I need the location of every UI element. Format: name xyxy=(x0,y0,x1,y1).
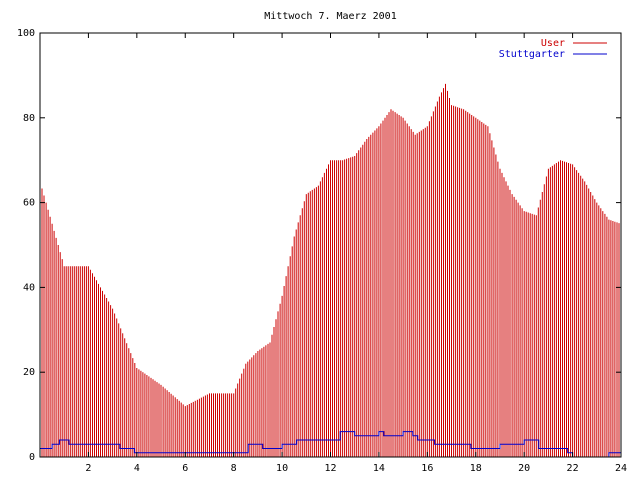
x-tick-label: 4 xyxy=(134,463,140,474)
x-tick-label: 14 xyxy=(373,463,385,474)
chart-title: Mittwoch 7. Maerz 2001 xyxy=(264,11,396,22)
y-tick-label: 60 xyxy=(23,198,35,209)
legend-label: User xyxy=(541,38,565,49)
legend: UserStuttgarter xyxy=(499,38,607,60)
user-bars xyxy=(40,84,621,457)
x-tick-label: 2 xyxy=(85,463,91,474)
legend-label: Stuttgarter xyxy=(499,49,565,60)
x-tick-label: 20 xyxy=(518,463,530,474)
x-tick-label: 18 xyxy=(470,463,482,474)
x-tick-label: 12 xyxy=(324,463,336,474)
y-tick-label: 40 xyxy=(23,282,35,293)
x-tick-label: 10 xyxy=(276,463,288,474)
x-tick-label: 6 xyxy=(182,463,188,474)
x-tick-label: 22 xyxy=(567,463,579,474)
x-tick-label: 16 xyxy=(421,463,433,474)
y-tick-label: 0 xyxy=(29,452,35,463)
y-tick-label: 80 xyxy=(23,113,35,124)
x-tick-label: 8 xyxy=(231,463,237,474)
x-tick-label: 24 xyxy=(615,463,627,474)
y-tick-label: 20 xyxy=(23,367,35,378)
y-tick-label: 100 xyxy=(17,28,35,39)
